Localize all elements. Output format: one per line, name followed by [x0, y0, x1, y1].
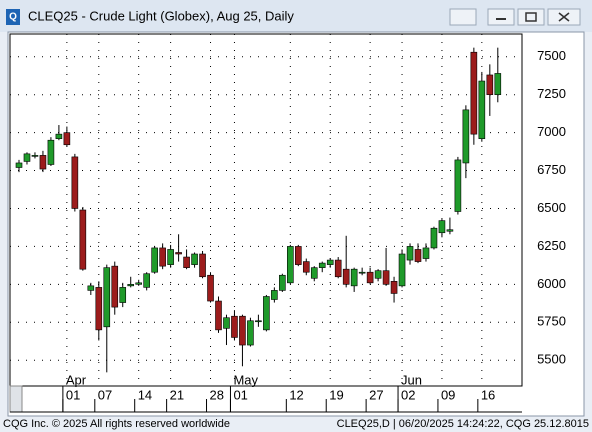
- x-tick-label: 21: [170, 387, 184, 402]
- y-tick-label: 7500: [537, 48, 566, 63]
- candle-body: [63, 132, 71, 146]
- x-tick-label: 02: [401, 387, 415, 402]
- close-icon: [558, 12, 570, 22]
- candle-body: [406, 246, 414, 261]
- candle-body: [342, 268, 350, 285]
- candle-body: [119, 287, 127, 303]
- candle-body: [478, 80, 486, 139]
- candle-body: [366, 271, 374, 284]
- x-tick-label: 16: [481, 387, 495, 402]
- minimize-button[interactable]: [487, 8, 515, 26]
- candle-body: [223, 317, 230, 329]
- candle-body: [103, 267, 111, 328]
- candle-body: [358, 271, 366, 274]
- candle-body: [438, 220, 446, 234]
- candle-body: [207, 274, 214, 302]
- candle-body: [398, 253, 406, 287]
- candle-body: [199, 253, 206, 278]
- month-label: Jun: [401, 372, 422, 387]
- candle-body: [279, 274, 286, 291]
- candle-body: [350, 268, 358, 287]
- y-tick-label: 6000: [537, 276, 566, 291]
- candle-body: [87, 285, 95, 291]
- candle-body: [422, 247, 430, 259]
- x-tick-label: 19: [329, 387, 343, 402]
- candle-body: [334, 259, 342, 278]
- candle-body: [310, 267, 318, 279]
- y-tick-label: 6250: [537, 238, 566, 253]
- candle-body: [326, 259, 334, 265]
- y-tick-label: 7000: [537, 124, 566, 139]
- candle-body: [494, 73, 502, 95]
- candle-body: [271, 290, 278, 300]
- candle-body: [374, 270, 382, 279]
- candle-body: [390, 281, 398, 294]
- candle-body: [175, 252, 182, 255]
- month-label: May: [233, 372, 258, 387]
- candle-body: [486, 74, 494, 95]
- candle-body: [215, 300, 222, 331]
- x-tick-label: 09: [441, 387, 455, 402]
- y-tick-label: 7250: [537, 86, 566, 101]
- y-tick-label: 6500: [537, 200, 566, 215]
- candle-body: [111, 265, 119, 308]
- x-tick-label: 12: [289, 387, 303, 402]
- candle-body: [151, 247, 158, 273]
- candle-body: [135, 282, 142, 285]
- x-tick-label: 14: [138, 387, 152, 402]
- app-icon: [6, 9, 20, 25]
- candle-body: [247, 320, 254, 346]
- scrollbar[interactable]: [9, 385, 23, 413]
- plot-area: [9, 33, 523, 387]
- candle-body: [287, 246, 294, 284]
- candle-body: [47, 139, 55, 165]
- candle-body: [382, 270, 390, 285]
- restore-button[interactable]: [517, 8, 545, 26]
- candle-body: [143, 273, 150, 288]
- candle-body: [263, 296, 270, 331]
- x-tick-label: 01: [233, 387, 247, 402]
- x-tick-label: 07: [98, 387, 112, 402]
- candle-body: [255, 320, 262, 323]
- candle-body: [302, 261, 310, 273]
- candle-body: [430, 227, 438, 249]
- candle-body: [446, 229, 454, 232]
- restore-icon: [525, 12, 537, 22]
- candle-body: [31, 155, 39, 157]
- x-tick-label: 27: [369, 387, 383, 402]
- x-tick-label: 28: [210, 387, 224, 402]
- candle-body: [79, 209, 87, 270]
- footer-left: CQG Inc. © 2025 All rights reserved worl…: [3, 418, 230, 430]
- candle-body: [127, 284, 135, 287]
- window-title: CLEQ25 - Crude Light (Globex), Aug 25, D…: [28, 8, 294, 23]
- footer-right: CLEQ25,D | 06/20/2025 14:24:22, CQG 25.1…: [337, 418, 589, 430]
- x-tick-label: 01: [66, 387, 80, 402]
- y-tick-label: 5500: [537, 352, 566, 367]
- candle-body: [71, 156, 79, 209]
- link-button[interactable]: [449, 8, 477, 26]
- candle-body: [23, 153, 31, 162]
- candle-body: [462, 109, 470, 164]
- candle-body: [159, 247, 166, 267]
- candle-body: [95, 287, 103, 331]
- candle-body: [470, 51, 478, 135]
- candle-body: [239, 315, 246, 346]
- candle-body: [294, 246, 302, 265]
- candle-body: [414, 249, 422, 262]
- candle-body: [318, 262, 326, 268]
- candle-body: [15, 162, 23, 168]
- candle-body: [55, 133, 63, 139]
- candle-body: [183, 256, 190, 268]
- candle-body: [231, 315, 238, 338]
- y-tick-label: 6750: [537, 162, 566, 177]
- app-icon-letter: Q: [9, 12, 17, 23]
- candle-body: [191, 253, 198, 265]
- month-label: Apr: [66, 372, 87, 387]
- y-tick-label: 5750: [537, 314, 566, 329]
- candle-body: [454, 159, 462, 212]
- candle-body: [167, 249, 174, 265]
- candle-body: [39, 155, 47, 170]
